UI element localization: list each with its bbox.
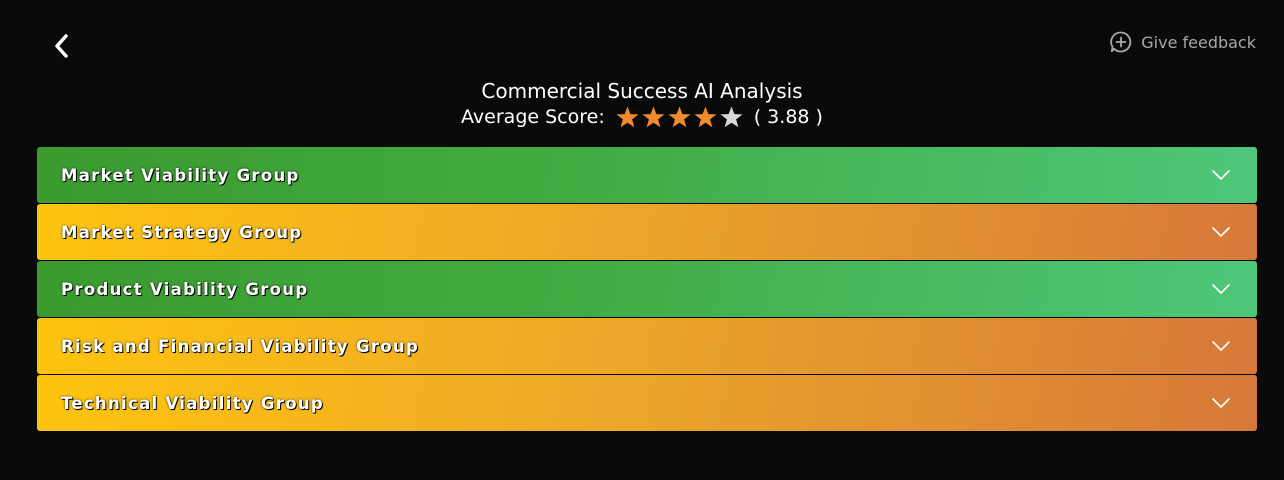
star-rating — [615, 105, 744, 130]
group-label: Technical Viability Group — [61, 394, 324, 413]
group-row[interactable]: Product Viability Group — [37, 261, 1257, 317]
chevron-down-icon[interactable] — [1211, 397, 1231, 409]
page-title: Commercial Success AI Analysis — [0, 78, 1284, 104]
chevron-left-icon — [52, 33, 72, 59]
give-feedback-button[interactable]: Give feedback — [1109, 30, 1256, 54]
group-label: Market Viability Group — [61, 166, 300, 185]
chat-plus-icon — [1109, 30, 1133, 54]
give-feedback-label: Give feedback — [1141, 33, 1256, 52]
group-label: Product Viability Group — [61, 280, 308, 299]
group-row[interactable]: Market Viability Group — [37, 147, 1257, 203]
analysis-group-list: Market Viability Group Market Strategy Gr… — [37, 147, 1257, 432]
group-row[interactable]: Technical Viability Group — [37, 375, 1257, 431]
group-row[interactable]: Market Strategy Group — [37, 204, 1257, 260]
star-filled-icon — [667, 105, 692, 130]
average-score-label: Average Score: — [461, 104, 605, 130]
chevron-down-icon[interactable] — [1211, 169, 1231, 181]
chevron-down-icon[interactable] — [1211, 283, 1231, 295]
group-label: Risk and Financial Viability Group — [61, 337, 419, 356]
star-filled-icon — [615, 105, 640, 130]
star-filled-icon — [693, 105, 718, 130]
group-row[interactable]: Risk and Financial Viability Group — [37, 318, 1257, 374]
average-score-value: ( 3.88 ) — [754, 104, 823, 130]
star-filled-icon — [641, 105, 666, 130]
back-button[interactable] — [44, 28, 80, 64]
analysis-header: Commercial Success AI Analysis Average S… — [0, 78, 1284, 130]
chevron-down-icon[interactable] — [1211, 340, 1231, 352]
group-label: Market Strategy Group — [61, 223, 302, 242]
star-empty-icon — [719, 105, 744, 130]
chevron-down-icon[interactable] — [1211, 226, 1231, 238]
average-score-row: Average Score: ( 3.88 ) — [0, 104, 1284, 130]
